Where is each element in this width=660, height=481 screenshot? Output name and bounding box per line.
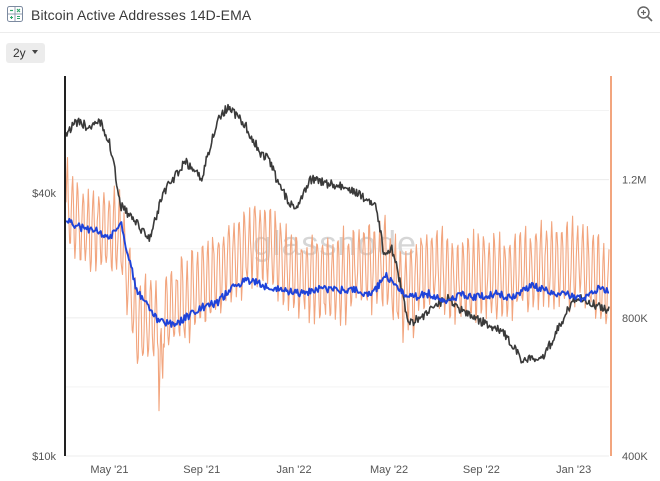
- gridlines: [66, 110, 609, 457]
- x-tick-label: May '22: [370, 464, 408, 476]
- x-tick-label: Jan '22: [276, 464, 311, 476]
- y-left-tick-label: $10k: [32, 451, 56, 463]
- x-tick-label: Jan '23: [556, 464, 591, 476]
- y-left-tick-label: $40k: [32, 188, 56, 200]
- chevron-down-icon: [32, 50, 38, 54]
- y-right-tick-label: 400K: [622, 451, 648, 463]
- y-right-tick-label: 1.2M: [622, 175, 646, 187]
- chart-title: Bitcoin Active Addresses 14D-EMA: [31, 7, 252, 23]
- x-tick-label: May '21: [90, 464, 128, 476]
- active-addresses-line: [65, 156, 610, 412]
- y-right-tick-label: 800K: [622, 313, 648, 325]
- chart-header: Bitcoin Active Addresses 14D-EMA: [0, 0, 660, 33]
- time-range-value: 2y: [13, 46, 26, 60]
- time-range-select[interactable]: 2y: [6, 43, 45, 63]
- ema-line: [66, 217, 609, 328]
- zoom-in-icon[interactable]: [636, 5, 654, 23]
- x-tick-label: Sep '22: [463, 464, 500, 476]
- calculator-icon: [7, 6, 23, 22]
- btc-price-line: [65, 103, 610, 364]
- watermark: glassnode: [253, 225, 417, 263]
- x-tick-label: Sep '21: [183, 464, 220, 476]
